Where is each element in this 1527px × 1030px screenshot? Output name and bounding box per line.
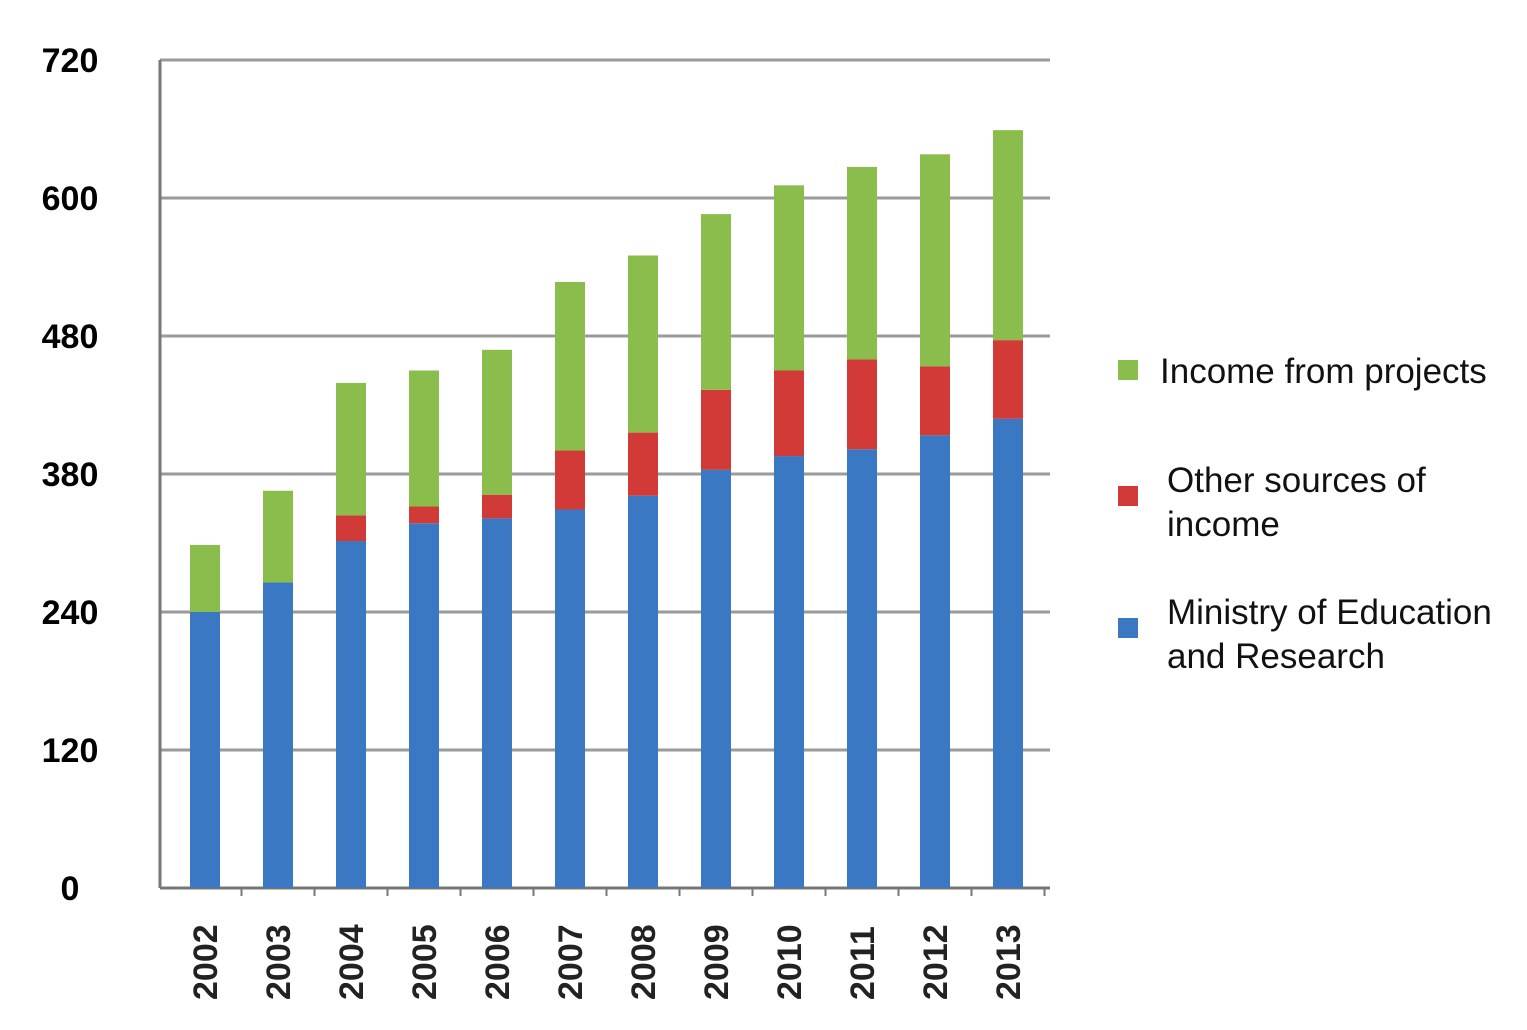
bar-segment <box>336 515 366 542</box>
gridlines <box>160 58 1050 752</box>
bar-segment <box>336 382 366 516</box>
bar-segment <box>920 366 950 436</box>
bar-segment <box>190 544 220 612</box>
bar-segment <box>628 432 658 496</box>
bar-segment <box>920 154 950 367</box>
legend-label: Other sources of <box>1167 461 1426 500</box>
y-axis-tick-labels: 0 120 240 380 480 600 720 <box>42 42 99 908</box>
x-tick-label: 2006 <box>479 924 517 1000</box>
bar-segment <box>774 370 804 457</box>
legend-swatch <box>1118 486 1138 506</box>
legend-label: and Research <box>1167 637 1385 676</box>
legend-label: income <box>1167 505 1280 544</box>
x-tick-label: 2005 <box>406 924 444 1000</box>
bar-segment <box>847 166 877 360</box>
bar-segment <box>336 541 366 888</box>
bar-segment <box>409 523 439 888</box>
bar-segment <box>920 435 950 888</box>
x-tick-label: 2008 <box>625 924 663 1000</box>
bars <box>190 130 1023 888</box>
bar-segment <box>482 349 512 495</box>
bar-segment <box>409 506 439 524</box>
x-tick-label: 2010 <box>771 924 809 1000</box>
x-tick-label: 2013 <box>990 924 1028 1000</box>
bar-segment <box>774 456 804 888</box>
legend-swatch <box>1118 360 1138 380</box>
x-tick-label: 2011 <box>844 926 882 1000</box>
bar-segment <box>993 130 1023 341</box>
bar-segment <box>774 185 804 371</box>
x-tick-label: 2009 <box>698 924 736 1000</box>
y-tick-label: 240 <box>42 594 99 632</box>
legend-label: Income from projects <box>1160 352 1487 391</box>
legend-label: Ministry of Education <box>1167 593 1492 632</box>
legend: Income from projects Other sources of inco… <box>1118 352 1492 676</box>
y-tick-label: 380 <box>42 456 99 494</box>
bar-segment <box>263 582 293 888</box>
bar-segment <box>555 450 585 510</box>
y-tick-label: 120 <box>42 732 99 770</box>
x-tick-label: 2004 <box>333 924 371 1000</box>
bar-segment <box>628 255 658 433</box>
bar-segment <box>263 490 293 583</box>
bar-segment <box>993 418 1023 888</box>
bar-segment <box>701 469 731 888</box>
bar-segment <box>555 281 585 451</box>
bar-segment <box>628 495 658 888</box>
x-tick-label: 2003 <box>260 924 298 1000</box>
bar-segment <box>555 509 585 888</box>
x-tick-label: 2002 <box>187 924 225 1000</box>
legend-swatch <box>1118 618 1138 638</box>
bar-segment <box>847 359 877 450</box>
bar-segment <box>847 449 877 888</box>
x-axis-tick-labels: 2002 2003 2004 2005 2006 2007 2008 2009 2010 2011… <box>187 924 1028 1000</box>
y-tick-label: 600 <box>42 180 99 218</box>
y-tick-label: 480 <box>42 318 99 356</box>
bar-segment <box>701 214 731 390</box>
bar-segment <box>993 340 1023 419</box>
bar-segment <box>190 612 220 888</box>
x-tick-label: 2012 <box>917 924 955 1000</box>
axes <box>158 60 1050 896</box>
bar-segment <box>482 518 512 888</box>
bar-segment <box>482 494 512 519</box>
y-tick-label: 720 <box>42 42 99 80</box>
bar-segment <box>701 389 731 470</box>
bar-segment <box>409 370 439 507</box>
x-tick-label: 2007 <box>552 924 590 1000</box>
y-tick-label: 0 <box>61 870 80 908</box>
